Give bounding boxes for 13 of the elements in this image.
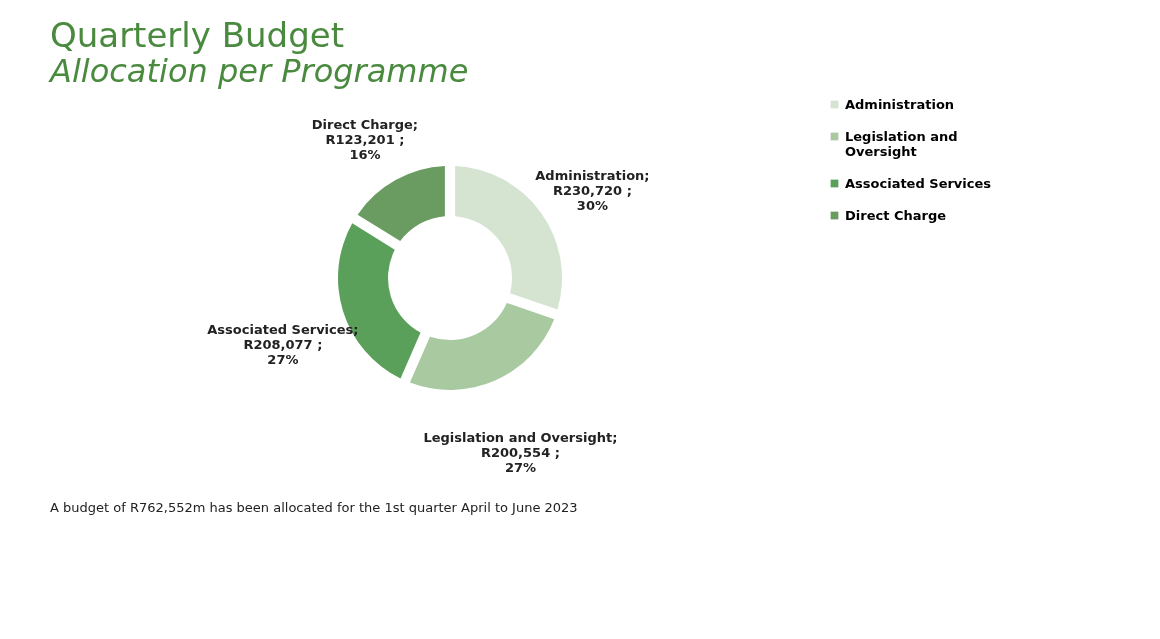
category-label: Direct Charge; <box>311 117 419 133</box>
text: R230,720 ; 30% <box>552 183 632 214</box>
legend-label: Administration <box>845 96 955 112</box>
text: R200,554 ; 27% <box>480 445 560 476</box>
category-label: Administration; <box>535 168 650 184</box>
legend-label: Associated Services <box>845 175 992 191</box>
text: R123,201 ; 16% <box>325 132 405 163</box>
legend-label: Legislation and Oversight <box>845 128 958 159</box>
legend-label: Direct Charge <box>845 207 947 223</box>
chart-title: Quarterly Budget <box>50 15 345 55</box>
text: R208,077 ; 27% <box>243 336 323 367</box>
category-label: Legislation and Oversight; <box>423 430 618 446</box>
text: A budget of R762,552m has been allocated for the 1st quarter April to June 2023 <box>50 500 578 515</box>
